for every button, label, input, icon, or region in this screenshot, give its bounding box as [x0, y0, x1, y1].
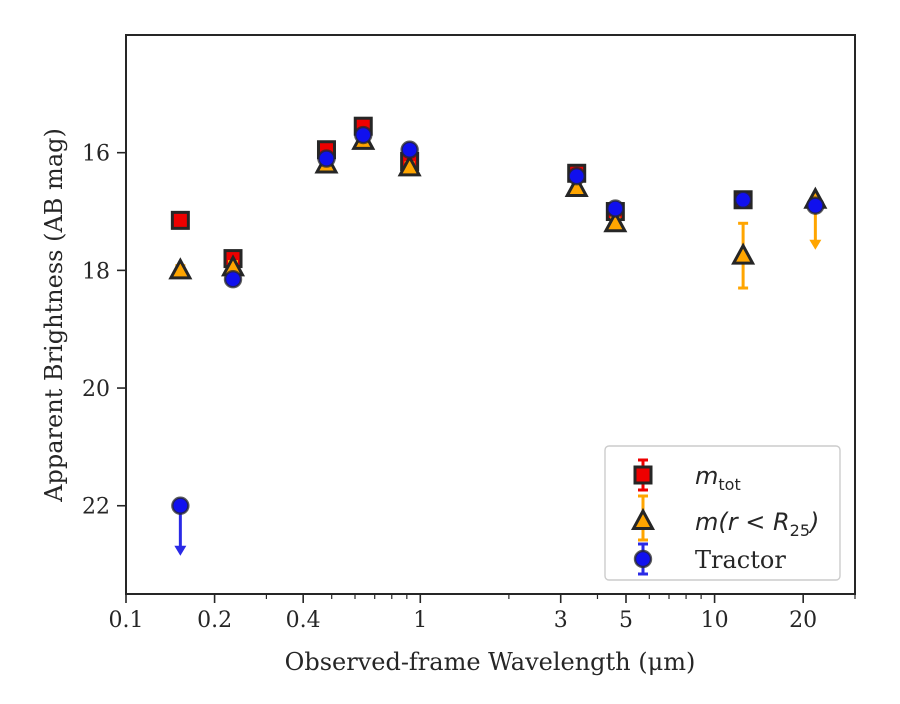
data-point-circle	[400, 140, 419, 159]
data-point-circle	[806, 196, 825, 215]
x-axis-title: Observed-frame Wavelength (μm)	[285, 648, 696, 676]
upper-limit-arrow-head	[809, 239, 822, 250]
series-square	[170, 116, 753, 269]
data-point-circle	[354, 125, 373, 145]
x-tick-label: 5	[619, 608, 633, 633]
data-point-triangle	[731, 242, 756, 265]
legend-label: mtot	[695, 462, 741, 494]
data-point-triangle	[168, 257, 193, 280]
data-point-circle	[606, 199, 625, 218]
data-point-square	[170, 210, 190, 230]
x-tick-label: 3	[554, 608, 568, 633]
series-circle	[171, 125, 825, 556]
legend-label: m(r < R25)	[695, 508, 819, 540]
data-point-circle	[171, 496, 190, 515]
x-tick-label: 1	[413, 608, 427, 633]
legend-label: Tractor	[695, 546, 786, 574]
upper-limit-arrow-head	[174, 545, 187, 556]
x-tick-label: 0.1	[109, 608, 144, 633]
data-point-circle	[317, 149, 336, 168]
x-tick-label: 0.4	[286, 608, 321, 633]
y-tick-label: 22	[82, 495, 110, 520]
data-point-triangle	[397, 154, 422, 177]
y-tick-label: 18	[82, 259, 110, 284]
series-triangle	[168, 127, 828, 290]
data-point-circle	[223, 269, 243, 289]
data-point-triangle	[564, 174, 589, 197]
data-point-circle	[567, 167, 586, 186]
data-point-triangle	[603, 210, 628, 233]
plot-frame	[125, 34, 856, 595]
legend-box	[604, 445, 841, 581]
legend-marker-square	[633, 465, 653, 485]
y-tick-label: 16	[82, 142, 110, 167]
y-axis-title: Apparent Brightness (AB mag)	[40, 128, 68, 503]
data-point-circle	[733, 190, 753, 209]
legend-marker-circle	[633, 549, 653, 569]
y-tick-label: 20	[82, 377, 110, 402]
x-tick-label: 10	[701, 608, 729, 633]
x-tick-label: 20	[789, 608, 817, 633]
legend-marker-triangle	[630, 507, 656, 530]
x-tick-label: 0.2	[197, 608, 232, 633]
